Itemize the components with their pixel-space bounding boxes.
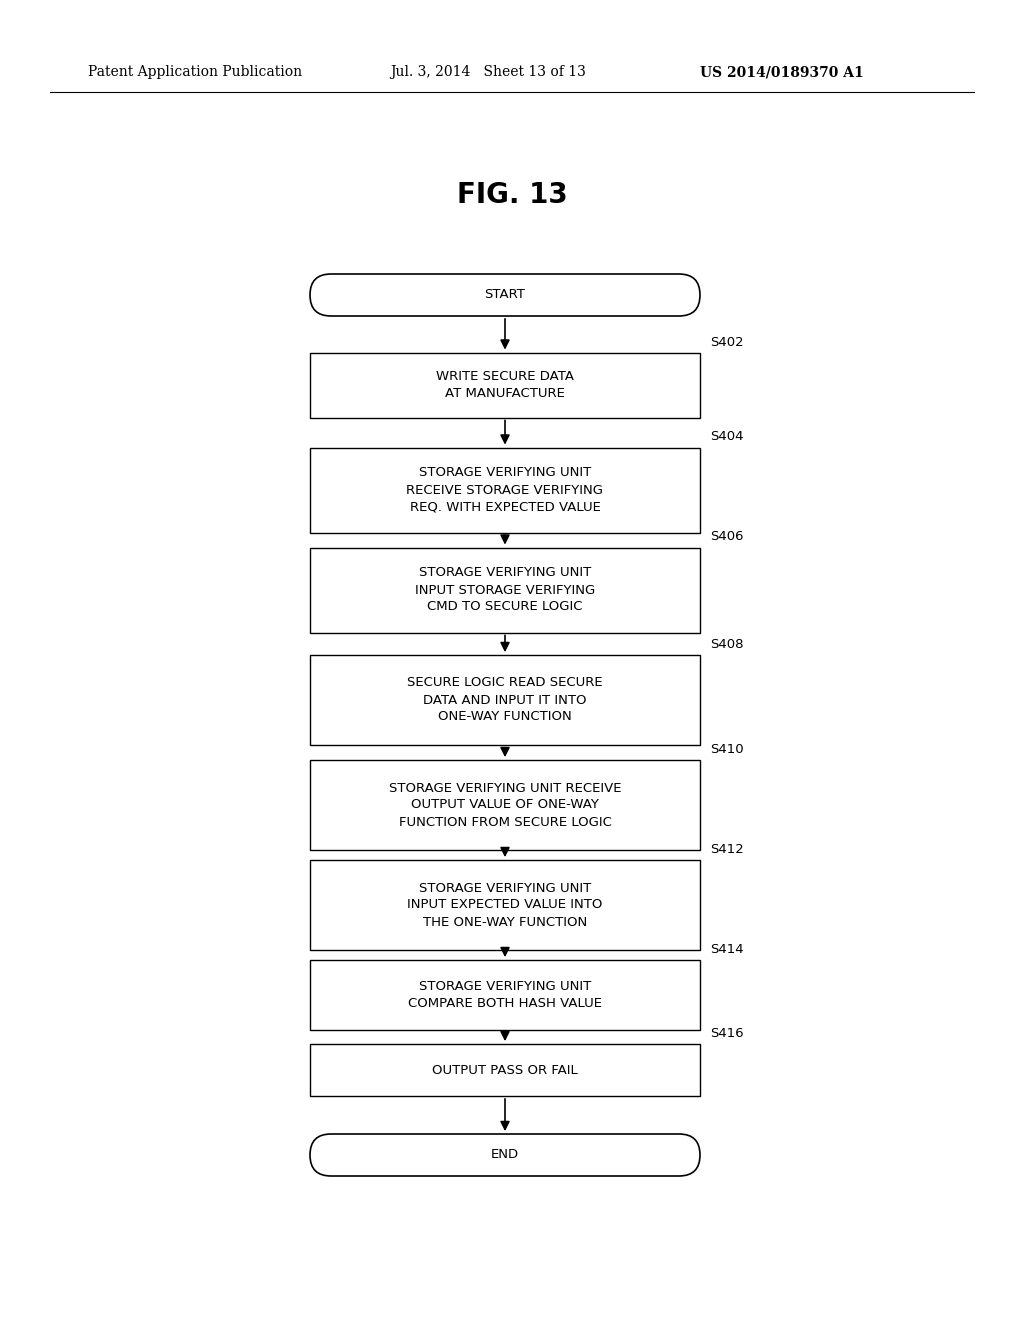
Text: STORAGE VERIFYING UNIT
INPUT STORAGE VERIFYING
CMD TO SECURE LOGIC: STORAGE VERIFYING UNIT INPUT STORAGE VER…	[415, 566, 595, 614]
Text: END: END	[490, 1148, 519, 1162]
FancyBboxPatch shape	[310, 1134, 700, 1176]
Text: STORAGE VERIFYING UNIT
INPUT EXPECTED VALUE INTO
THE ONE-WAY FUNCTION: STORAGE VERIFYING UNIT INPUT EXPECTED VA…	[408, 882, 603, 928]
FancyBboxPatch shape	[310, 960, 700, 1030]
Text: STORAGE VERIFYING UNIT RECEIVE
OUTPUT VALUE OF ONE-WAY
FUNCTION FROM SECURE LOGI: STORAGE VERIFYING UNIT RECEIVE OUTPUT VA…	[389, 781, 622, 829]
Text: S410: S410	[710, 743, 743, 756]
Text: Jul. 3, 2014   Sheet 13 of 13: Jul. 3, 2014 Sheet 13 of 13	[390, 65, 586, 79]
Text: S406: S406	[710, 531, 743, 544]
Text: S402: S402	[710, 335, 743, 348]
Text: US 2014/0189370 A1: US 2014/0189370 A1	[700, 65, 864, 79]
FancyBboxPatch shape	[310, 447, 700, 532]
FancyBboxPatch shape	[310, 548, 700, 632]
Text: STORAGE VERIFYING UNIT
RECEIVE STORAGE VERIFYING
REQ. WITH EXPECTED VALUE: STORAGE VERIFYING UNIT RECEIVE STORAGE V…	[407, 466, 603, 513]
Text: STORAGE VERIFYING UNIT
COMPARE BOTH HASH VALUE: STORAGE VERIFYING UNIT COMPARE BOTH HASH…	[408, 979, 602, 1010]
Text: Patent Application Publication: Patent Application Publication	[88, 65, 302, 79]
Text: OUTPUT PASS OR FAIL: OUTPUT PASS OR FAIL	[432, 1064, 578, 1077]
FancyBboxPatch shape	[310, 760, 700, 850]
Text: FIG. 13: FIG. 13	[457, 181, 567, 209]
Text: S404: S404	[710, 430, 743, 444]
Text: S414: S414	[710, 942, 743, 956]
FancyBboxPatch shape	[310, 275, 700, 315]
Text: S408: S408	[710, 638, 743, 651]
FancyBboxPatch shape	[310, 655, 700, 744]
FancyBboxPatch shape	[310, 861, 700, 950]
Text: START: START	[484, 289, 525, 301]
Text: S416: S416	[710, 1027, 743, 1040]
FancyBboxPatch shape	[310, 352, 700, 417]
FancyBboxPatch shape	[310, 1044, 700, 1096]
Text: WRITE SECURE DATA
AT MANUFACTURE: WRITE SECURE DATA AT MANUFACTURE	[436, 370, 574, 400]
Text: SECURE LOGIC READ SECURE
DATA AND INPUT IT INTO
ONE-WAY FUNCTION: SECURE LOGIC READ SECURE DATA AND INPUT …	[408, 676, 603, 723]
Text: S412: S412	[710, 843, 743, 855]
